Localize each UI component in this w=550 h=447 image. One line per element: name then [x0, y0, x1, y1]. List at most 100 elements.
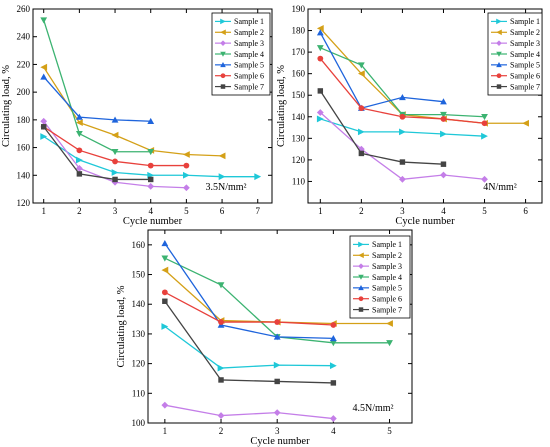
legend-marker — [220, 62, 226, 68]
data-point — [330, 322, 337, 328]
data-point — [161, 239, 169, 247]
data-point — [386, 320, 393, 327]
data-point — [161, 323, 169, 330]
legend-marker — [496, 62, 502, 68]
data-point — [386, 340, 393, 347]
pressure-annotation: 4.5N/mm² — [352, 403, 393, 414]
series-5 — [40, 73, 155, 124]
data-point — [316, 109, 324, 116]
data-point — [76, 171, 83, 177]
data-point — [316, 25, 324, 32]
legend-label: Sample 5 — [510, 61, 540, 70]
data-point — [440, 161, 447, 167]
series-3 — [40, 117, 190, 192]
data-point — [357, 62, 365, 69]
legend-marker — [358, 274, 364, 280]
y-tick-label: 180 — [292, 26, 306, 36]
y-tick-label: 180 — [17, 115, 31, 125]
data-point — [40, 63, 48, 71]
data-point — [329, 334, 337, 342]
data-point — [440, 116, 447, 122]
y-tick-label: 110 — [132, 388, 146, 398]
y-tick-label: 120 — [132, 359, 146, 369]
data-point — [273, 409, 281, 417]
legend-label: Sample 7 — [372, 305, 402, 314]
series-6 — [317, 55, 488, 127]
series-line — [319, 27, 526, 124]
y-tick-label: 150 — [292, 90, 306, 100]
data-point — [218, 173, 226, 181]
x-tick-label: 1 — [318, 206, 323, 216]
data-point — [358, 105, 365, 112]
data-point — [218, 152, 226, 160]
y-tick-label: 200 — [17, 87, 31, 97]
data-point — [317, 88, 324, 94]
data-point — [161, 266, 169, 274]
y-tick-label: 240 — [17, 32, 31, 42]
plot-frame — [307, 8, 543, 204]
legend-label: Sample 3 — [234, 39, 264, 48]
series-1 — [40, 133, 262, 181]
series-line — [164, 325, 334, 369]
x-tick-label: 4 — [148, 206, 153, 216]
data-point — [481, 114, 488, 121]
x-tick-label: 2 — [359, 206, 364, 216]
y-tick-label: 150 — [132, 270, 146, 280]
series-1 — [161, 323, 337, 372]
x-tick-label: 5 — [184, 206, 189, 216]
legend-label: Sample 2 — [510, 28, 540, 37]
legend-marker — [496, 40, 502, 46]
data-point — [440, 130, 447, 138]
data-point — [111, 149, 119, 156]
series-line — [319, 111, 485, 180]
legend: Sample 1 Sample 2 Sample 3 Sample 4 Sample 5… — [487, 12, 543, 96]
legend-marker — [220, 18, 226, 25]
data-point — [357, 70, 365, 78]
data-point — [40, 117, 48, 125]
data-point — [399, 113, 406, 120]
pressure-annotation: 4N/mm² — [483, 182, 517, 193]
legend-marker — [496, 73, 502, 79]
legend-marker — [358, 263, 364, 269]
y-tick-label: 110 — [292, 176, 306, 186]
legend-marker — [358, 307, 364, 312]
data-point — [329, 415, 337, 422]
y-tick-label: 130 — [132, 329, 146, 339]
series-5 — [316, 29, 447, 111]
data-point — [217, 412, 225, 419]
data-point — [440, 111, 447, 119]
data-point — [161, 401, 169, 409]
y-tick-label: 160 — [132, 240, 146, 250]
x-tick-label: 7 — [255, 206, 260, 216]
plot-frame — [32, 8, 273, 204]
series-3 — [316, 109, 488, 183]
data-point — [317, 55, 324, 62]
data-point — [316, 29, 324, 36]
legend-marker — [496, 29, 502, 36]
data-point — [76, 147, 83, 154]
legend-marker — [496, 18, 502, 25]
data-point — [254, 173, 262, 181]
data-point — [182, 171, 190, 179]
data-point — [399, 175, 406, 183]
data-point — [183, 162, 190, 169]
data-point — [112, 176, 118, 183]
series-2 — [40, 63, 226, 160]
legend-label: Sample 6 — [510, 72, 540, 81]
data-point — [112, 158, 118, 165]
data-point — [147, 182, 155, 190]
data-point — [522, 119, 529, 127]
y-tick-label: 220 — [17, 59, 31, 69]
series-line — [164, 404, 334, 420]
data-point — [161, 289, 168, 296]
series-line — [43, 19, 151, 153]
legend-label: Sample 4 — [510, 50, 540, 59]
legend-label: Sample 7 — [234, 82, 264, 91]
legend-label: Sample 1 — [372, 240, 402, 249]
legend-marker — [358, 252, 364, 259]
data-point — [162, 298, 168, 304]
y-tick-label: 160 — [292, 69, 306, 79]
y-tick-label: 130 — [292, 133, 306, 143]
series-1 — [316, 115, 488, 140]
data-point — [329, 340, 337, 347]
